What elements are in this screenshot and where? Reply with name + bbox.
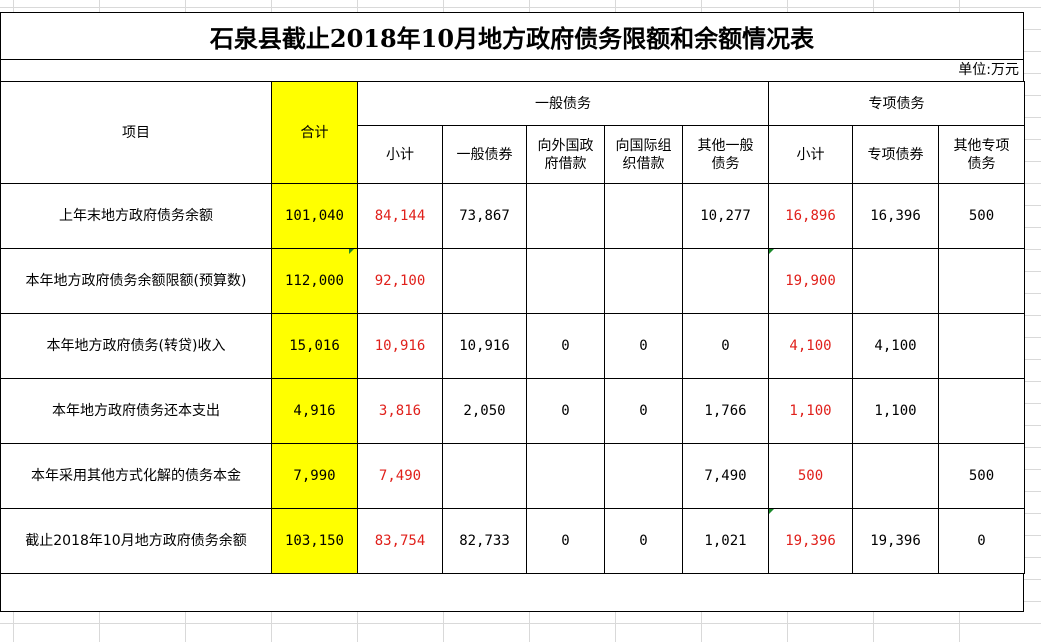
cell-special-subtotal[interactable]: 19,900 [768, 248, 853, 314]
header-general-bond[interactable]: 一般债券 [442, 125, 527, 184]
cell-general-foreign[interactable] [526, 248, 605, 314]
header-general-intl[interactable]: 向国际组织借款 [604, 125, 683, 184]
cell-total[interactable]: 4,916 [271, 378, 358, 444]
table-row: 截止2018年10月地方政府债务余额 103,150 83,754 82,733… [0, 508, 1025, 574]
debt-table: 项目 合计 一般债务 专项债务 小计 一般债券 向外国政府借款 向国际组织借款 … [0, 81, 1025, 574]
cell-special-bond[interactable]: 4,100 [852, 313, 939, 379]
cell-total[interactable]: 7,990 [271, 443, 358, 509]
cell-warning-marker [769, 249, 774, 254]
header-general-foreign[interactable]: 向外国政府借款 [526, 125, 605, 184]
cell-general-other[interactable]: 7,490 [682, 443, 769, 509]
cell-total[interactable]: 101,040 [271, 183, 358, 249]
cell-general-subtotal[interactable]: 84,144 [357, 183, 443, 249]
cell-special-other[interactable]: 0 [938, 508, 1025, 574]
cell-special-other[interactable]: 500 [938, 183, 1025, 249]
cell-total[interactable]: 112,000 [271, 248, 358, 314]
cell-general-bond[interactable]: 82,733 [442, 508, 527, 574]
cell-general-foreign[interactable] [526, 183, 605, 249]
cell-special-subtotal[interactable]: 500 [768, 443, 853, 509]
table-row: 本年采用其他方式化解的债务本金 7,990 7,490 7,490 500 50… [0, 443, 1025, 509]
cell-general-subtotal[interactable]: 7,490 [357, 443, 443, 509]
cell-general-intl[interactable] [604, 248, 683, 314]
header-general-subtotal[interactable]: 小计 [357, 125, 443, 184]
cell-general-foreign[interactable] [526, 443, 605, 509]
table-row: 上年末地方政府债务余额 101,040 84,144 73,867 10,277… [0, 183, 1025, 249]
cell-warning-marker [769, 509, 774, 514]
cell-general-other[interactable]: 1,021 [682, 508, 769, 574]
cell-special-bond[interactable] [852, 248, 939, 314]
cell-special-other[interactable]: 500 [938, 443, 1025, 509]
row-item[interactable]: 本年地方政府债务(转贷)收入 [0, 313, 272, 379]
table-row: 本年地方政府债务还本支出 4,916 3,816 2,050 0 0 1,766… [0, 378, 1025, 444]
table-title[interactable]: 石泉县截止2018年10月地方政府债务限额和余额情况表 [0, 12, 1024, 60]
cell-general-intl[interactable] [604, 183, 683, 249]
cell-general-other[interactable]: 1,766 [682, 378, 769, 444]
cell-special-subtotal[interactable]: 4,100 [768, 313, 853, 379]
cell-total[interactable]: 15,016 [271, 313, 358, 379]
cell-special-other[interactable] [938, 378, 1025, 444]
cell-general-bond[interactable]: 10,916 [442, 313, 527, 379]
row-item[interactable]: 截止2018年10月地方政府债务余额 [0, 508, 272, 574]
cell-general-subtotal[interactable]: 83,754 [357, 508, 443, 574]
cell-special-bond[interactable]: 16,396 [852, 183, 939, 249]
cell-special-bond[interactable] [852, 443, 939, 509]
table-row: 本年地方政府债务(转贷)收入 15,016 10,916 10,916 0 0 … [0, 313, 1025, 379]
cell-general-intl[interactable]: 0 [604, 508, 683, 574]
cell-special-subtotal[interactable]: 16,896 [768, 183, 853, 249]
row-item[interactable]: 本年采用其他方式化解的债务本金 [0, 443, 272, 509]
cell-special-other[interactable] [938, 248, 1025, 314]
cell-special-bond[interactable]: 19,396 [852, 508, 939, 574]
header-general-other[interactable]: 其他一般债务 [682, 125, 769, 184]
cell-general-subtotal[interactable]: 10,916 [357, 313, 443, 379]
cell-total[interactable]: 103,150 [271, 508, 358, 574]
row-item[interactable]: 上年末地方政府债务余额 [0, 183, 272, 249]
cell-warning-marker [349, 249, 354, 254]
cell-general-other[interactable] [682, 248, 769, 314]
cell-general-intl[interactable]: 0 [604, 313, 683, 379]
unit-label[interactable]: 单位:万元 [0, 60, 1024, 81]
cell-general-other[interactable]: 10,277 [682, 183, 769, 249]
cell-general-bond[interactable] [442, 248, 527, 314]
row-item[interactable]: 本年地方政府债务余额限额(预算数) [0, 248, 272, 314]
cell-special-bond[interactable]: 1,100 [852, 378, 939, 444]
cell-general-intl[interactable]: 0 [604, 378, 683, 444]
cell-general-foreign[interactable]: 0 [526, 508, 605, 574]
cell-general-intl[interactable] [604, 443, 683, 509]
cell-general-bond[interactable] [442, 443, 527, 509]
table-row: 本年地方政府债务余额限额(预算数) 112,000 92,100 19,900 [0, 248, 1025, 314]
cell-general-foreign[interactable]: 0 [526, 313, 605, 379]
header-total[interactable]: 合计 [271, 81, 358, 184]
cell-special-other[interactable] [938, 313, 1025, 379]
header-general-group[interactable]: 一般债务 [357, 81, 769, 126]
empty-row-block[interactable] [0, 574, 1024, 612]
cell-general-bond[interactable]: 73,867 [442, 183, 527, 249]
header-item[interactable]: 项目 [0, 81, 272, 184]
cell-special-subtotal[interactable]: 19,396 [768, 508, 853, 574]
cell-general-subtotal[interactable]: 92,100 [357, 248, 443, 314]
cell-general-foreign[interactable]: 0 [526, 378, 605, 444]
header-special-bond[interactable]: 专项债券 [852, 125, 939, 184]
cell-general-other[interactable]: 0 [682, 313, 769, 379]
header-special-group[interactable]: 专项债务 [768, 81, 1025, 126]
header-special-subtotal[interactable]: 小计 [768, 125, 853, 184]
cell-general-subtotal[interactable]: 3,816 [357, 378, 443, 444]
cell-special-subtotal[interactable]: 1,100 [768, 378, 853, 444]
row-item[interactable]: 本年地方政府债务还本支出 [0, 378, 272, 444]
cell-general-bond[interactable]: 2,050 [442, 378, 527, 444]
header-special-other[interactable]: 其他专项债务 [938, 125, 1025, 184]
